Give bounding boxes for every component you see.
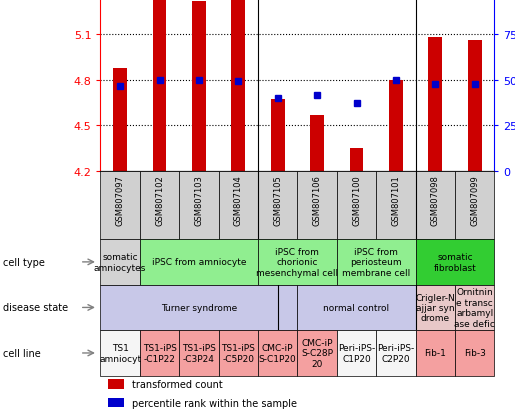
Text: Fib-1: Fib-1 [424,349,446,358]
Bar [297,171,337,240]
Bar [337,240,416,285]
Text: transformed count: transformed count [132,379,222,389]
Text: iPSC from amniocyte: iPSC from amniocyte [152,258,246,267]
Bar [455,330,494,376]
Text: percentile rank within the sample: percentile rank within the sample [132,398,297,408]
Text: Crigler-N
ajjar syn
drome: Crigler-N ajjar syn drome [416,293,455,323]
Bar [337,330,376,376]
Bar [428,38,442,171]
Bar [298,330,337,376]
Text: GSM807100: GSM807100 [352,175,361,225]
Bar [258,171,297,240]
Bar [298,285,416,330]
Bar [258,330,297,376]
Text: GSM807102: GSM807102 [155,175,164,225]
Bar [152,0,166,171]
Bar [100,330,140,376]
Bar [108,380,124,389]
Text: Peri-iPS-
C2P20: Peri-iPS- C2P20 [377,344,415,363]
Bar [455,171,494,240]
Text: cell line: cell line [3,348,40,358]
Bar [179,171,218,240]
Bar [179,330,218,376]
Bar [455,285,494,330]
Text: Peri-iPS-
C1P20: Peri-iPS- C1P20 [338,344,375,363]
Bar [376,171,416,240]
Text: GSM807098: GSM807098 [431,175,440,225]
Bar [218,330,258,376]
Bar [310,115,324,171]
Text: Turner syndrome: Turner syndrome [161,303,237,312]
Bar [218,171,258,240]
Bar [231,0,245,171]
Text: TS1
amniocyt: TS1 amniocyt [99,344,141,363]
Text: cell type: cell type [3,257,44,267]
Bar [416,171,455,240]
Bar [140,171,179,240]
Bar [389,81,403,171]
Text: iPSC from
chorionic
mesenchymal cell: iPSC from chorionic mesenchymal cell [256,247,338,277]
Text: TS1-iPS
-C5P20: TS1-iPS -C5P20 [221,344,255,363]
Bar [140,330,179,376]
Text: somatic
fibroblast: somatic fibroblast [434,253,476,272]
Text: Fib-3: Fib-3 [464,349,486,358]
Bar [337,171,376,240]
Text: iPSC from
periosteum
membrane cell: iPSC from periosteum membrane cell [342,247,410,277]
Text: GSM807097: GSM807097 [116,175,125,225]
Text: somatic
amniocytes: somatic amniocytes [94,253,146,272]
Bar [416,330,455,376]
Bar [100,240,140,285]
Text: GSM807106: GSM807106 [313,175,321,225]
Bar [416,240,494,285]
Bar [140,240,258,285]
Text: disease state: disease state [3,303,67,313]
Bar [108,398,124,407]
Text: Ornitnin
e transc
arbamyl
ase defic: Ornitnin e transc arbamyl ase defic [454,287,495,328]
Bar [350,149,364,171]
Bar [113,69,127,171]
Bar [468,41,482,171]
Text: GSM807101: GSM807101 [391,175,400,225]
Text: normal control: normal control [323,303,389,312]
Bar [100,171,140,240]
Bar [100,285,298,330]
Bar [271,100,285,171]
Text: GSM807103: GSM807103 [195,175,203,225]
Bar [416,285,455,330]
Bar [192,2,206,171]
Bar [376,330,416,376]
Text: GSM807099: GSM807099 [470,175,479,225]
Text: GSM807105: GSM807105 [273,175,282,225]
Text: TS1-iPS
-C3P24: TS1-iPS -C3P24 [182,344,216,363]
Text: TS1-iPS
-C1P22: TS1-iPS -C1P22 [143,344,177,363]
Text: CMC-iP
S-C1P20: CMC-iP S-C1P20 [259,344,297,363]
Bar [258,240,337,285]
Text: GSM807104: GSM807104 [234,175,243,225]
Text: CMC-iP
S-C28P
20: CMC-iP S-C28P 20 [301,338,333,368]
